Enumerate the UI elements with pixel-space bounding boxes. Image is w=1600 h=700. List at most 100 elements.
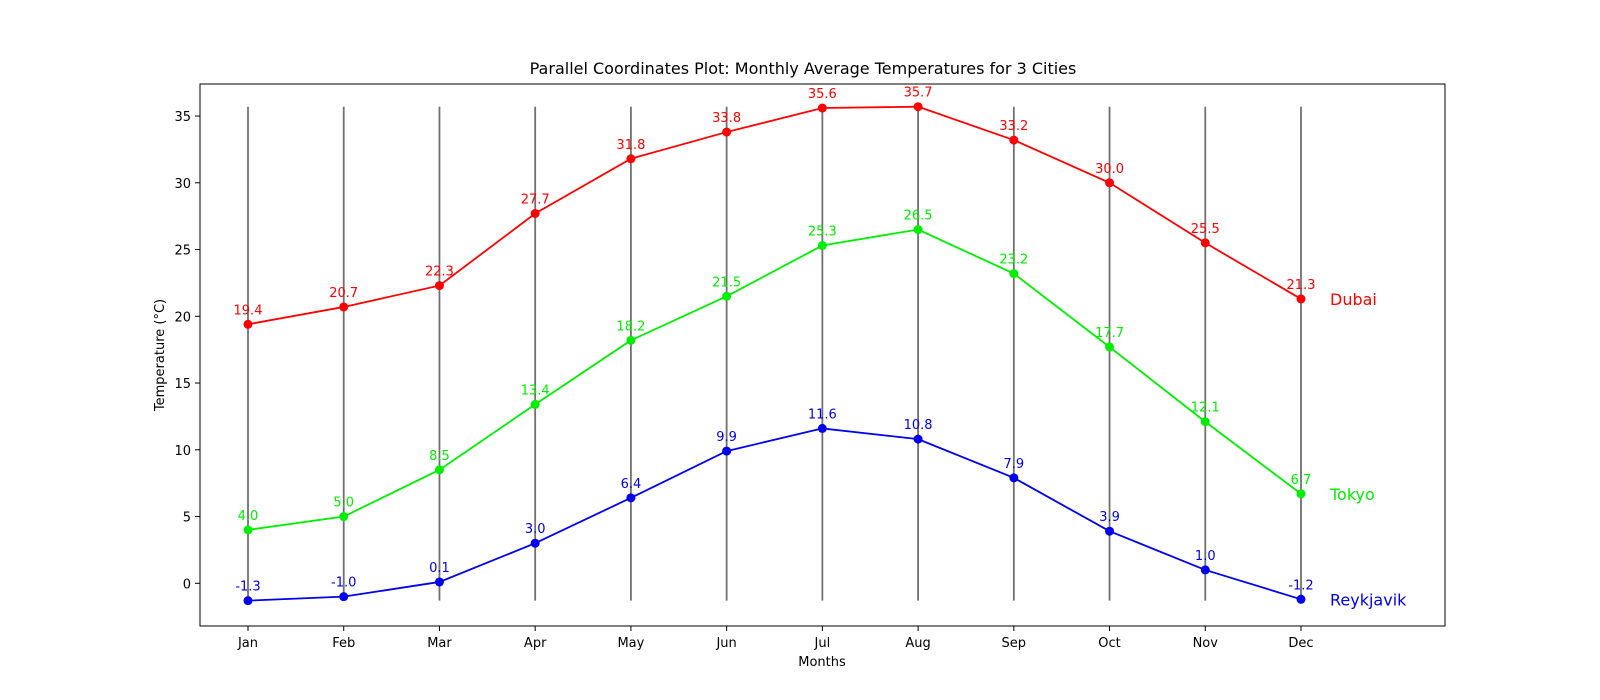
x-axis-ticks: Jan Feb Mar Apr May Jun Jul Aug Sep Oct Nov Dec [237,626,1314,651]
data-point-reykjavik-dec [1296,594,1306,604]
data-point-dubai-jun [722,127,732,137]
data-label-reykjavik-jun: 9.9 [716,430,737,445]
data-point-dubai-mar [434,281,444,291]
data-label-tokyo-oct: 17.7 [1095,326,1124,341]
data-point-dubai-apr [530,208,540,218]
y-tick-label: 20 [174,310,191,325]
x-tick-label-mar: Mar [427,636,452,651]
data-point-reykjavik-jun [722,446,732,456]
data-point-reykjavik-nov [1200,565,1210,575]
data-point-tokyo-sep [1009,269,1019,279]
data-point-reykjavik-mar [434,577,444,587]
data-point-reykjavik-jan [243,596,253,606]
x-tick-label-aug: Aug [905,636,930,651]
data-label-dubai-apr: 27.7 [521,192,550,207]
data-label-dubai-nov: 25.5 [1191,222,1220,237]
data-label-reykjavik-feb: -1.0 [331,576,356,591]
y-tick-label: 35 [174,110,191,125]
data-label-dubai-jan: 19.4 [234,303,263,318]
data-label-dubai-sep: 33.2 [999,119,1028,134]
data-point-dubai-feb [339,302,349,312]
data-point-tokyo-mar [434,465,444,475]
data-point-dubai-sep [1009,135,1019,145]
data-label-dubai-mar: 22.3 [425,265,454,280]
data-point-reykjavik-apr [530,538,540,548]
x-tick-label-nov: Nov [1193,636,1219,651]
data-point-tokyo-aug [913,225,923,235]
x-tick-label-jun: Jun [715,636,736,651]
data-label-reykjavik-jan: -1.3 [235,580,260,595]
data-point-dubai-oct [1105,178,1115,188]
data-label-dubai-oct: 30.0 [1095,162,1124,177]
data-point-tokyo-dec [1296,489,1306,499]
data-point-tokyo-apr [530,399,540,409]
y-tick-label: 0 [183,577,191,592]
data-label-dubai-feb: 20.7 [329,286,358,301]
series-dubai: 19.4 20.7 22.3 27.7 31.8 33.8 35.6 35.7 33.2 30.0… [234,86,1377,329]
series-reykjavik: -1.3 -1.0 0.1 3.0 6.4 9.9 11.6 10.8 7.9 3.9 1.0 -1.… [235,407,1407,609]
series-line-reykjavik [247,427,1302,602]
data-label-tokyo-jan: 4.0 [238,509,259,524]
data-label-reykjavik-mar: 0.1 [429,561,450,576]
x-axis-label: Months [798,655,846,670]
series-name-tokyo: Tokyo [1329,485,1375,504]
series-name-reykjavik: Reykjavik [1330,590,1407,609]
data-point-dubai-may [626,154,636,164]
y-tick-label: 10 [174,444,191,459]
data-point-tokyo-jan [243,525,253,535]
data-label-tokyo-dec: 6.7 [1291,473,1312,488]
month-axes [247,106,1302,601]
data-label-reykjavik-sep: 7.9 [1003,457,1024,472]
y-tick-label: 15 [174,377,191,392]
data-point-tokyo-nov [1200,417,1210,427]
data-label-reykjavik-nov: 1.0 [1195,549,1216,564]
data-label-reykjavik-oct: 3.9 [1099,510,1120,525]
x-tick-label-jul: Jul [814,636,831,651]
data-label-reykjavik-may: 6.4 [621,477,642,492]
data-label-tokyo-mar: 8.5 [429,449,450,464]
data-label-reykjavik-aug: 10.8 [904,418,933,433]
data-label-dubai-jun: 33.8 [712,111,741,126]
data-label-tokyo-feb: 5.0 [333,496,354,511]
chart-title: Parallel Coordinates Plot: Monthly Avera… [530,59,1077,78]
x-tick-label-dec: Dec [1288,636,1313,651]
data-label-dubai-may: 31.8 [616,138,645,153]
data-point-reykjavik-jul [817,423,827,433]
data-point-tokyo-jun [722,291,732,301]
y-tick-label: 5 [183,511,191,526]
data-label-tokyo-sep: 23.2 [999,253,1028,268]
y-axis-label: Temperature (°C) [153,299,168,412]
data-label-tokyo-nov: 12.1 [1191,401,1220,416]
x-tick-label-jan: Jan [237,636,258,651]
data-point-tokyo-feb [339,512,349,522]
data-point-reykjavik-oct [1105,526,1115,536]
x-tick-label-apr: Apr [524,636,547,651]
data-label-reykjavik-dec: -1.2 [1288,578,1313,593]
data-point-tokyo-oct [1105,342,1115,352]
data-point-dubai-nov [1200,238,1210,248]
data-point-dubai-dec [1296,294,1306,304]
y-tick-label: 30 [174,177,191,192]
y-axis-ticks: 0 5 10 15 20 25 30 35 [174,110,200,592]
data-point-reykjavik-may [626,493,636,503]
data-label-dubai-dec: 21.3 [1287,278,1316,293]
data-label-tokyo-jul: 25.3 [808,225,837,240]
series-layer: 19.4 20.7 22.3 27.7 31.8 33.8 35.6 35.7 33.2 30.0… [234,86,1408,610]
data-label-tokyo-aug: 26.5 [904,209,933,224]
data-label-reykjavik-jul: 11.6 [808,407,837,422]
x-tick-label-may: May [617,636,644,651]
x-tick-label-feb: Feb [332,636,355,651]
x-tick-label-oct: Oct [1098,636,1120,651]
data-point-reykjavik-sep [1009,473,1019,483]
data-label-reykjavik-apr: 3.0 [525,522,546,537]
data-point-dubai-jan [243,319,253,329]
data-label-dubai-jul: 35.6 [808,87,837,102]
data-point-reykjavik-aug [913,434,923,444]
data-point-tokyo-may [626,335,636,345]
data-point-dubai-jul [817,103,827,113]
data-label-tokyo-jun: 21.5 [712,275,741,290]
data-label-tokyo-may: 18.2 [616,319,645,334]
series-line-dubai [247,105,1302,326]
data-point-tokyo-jul [817,241,827,251]
